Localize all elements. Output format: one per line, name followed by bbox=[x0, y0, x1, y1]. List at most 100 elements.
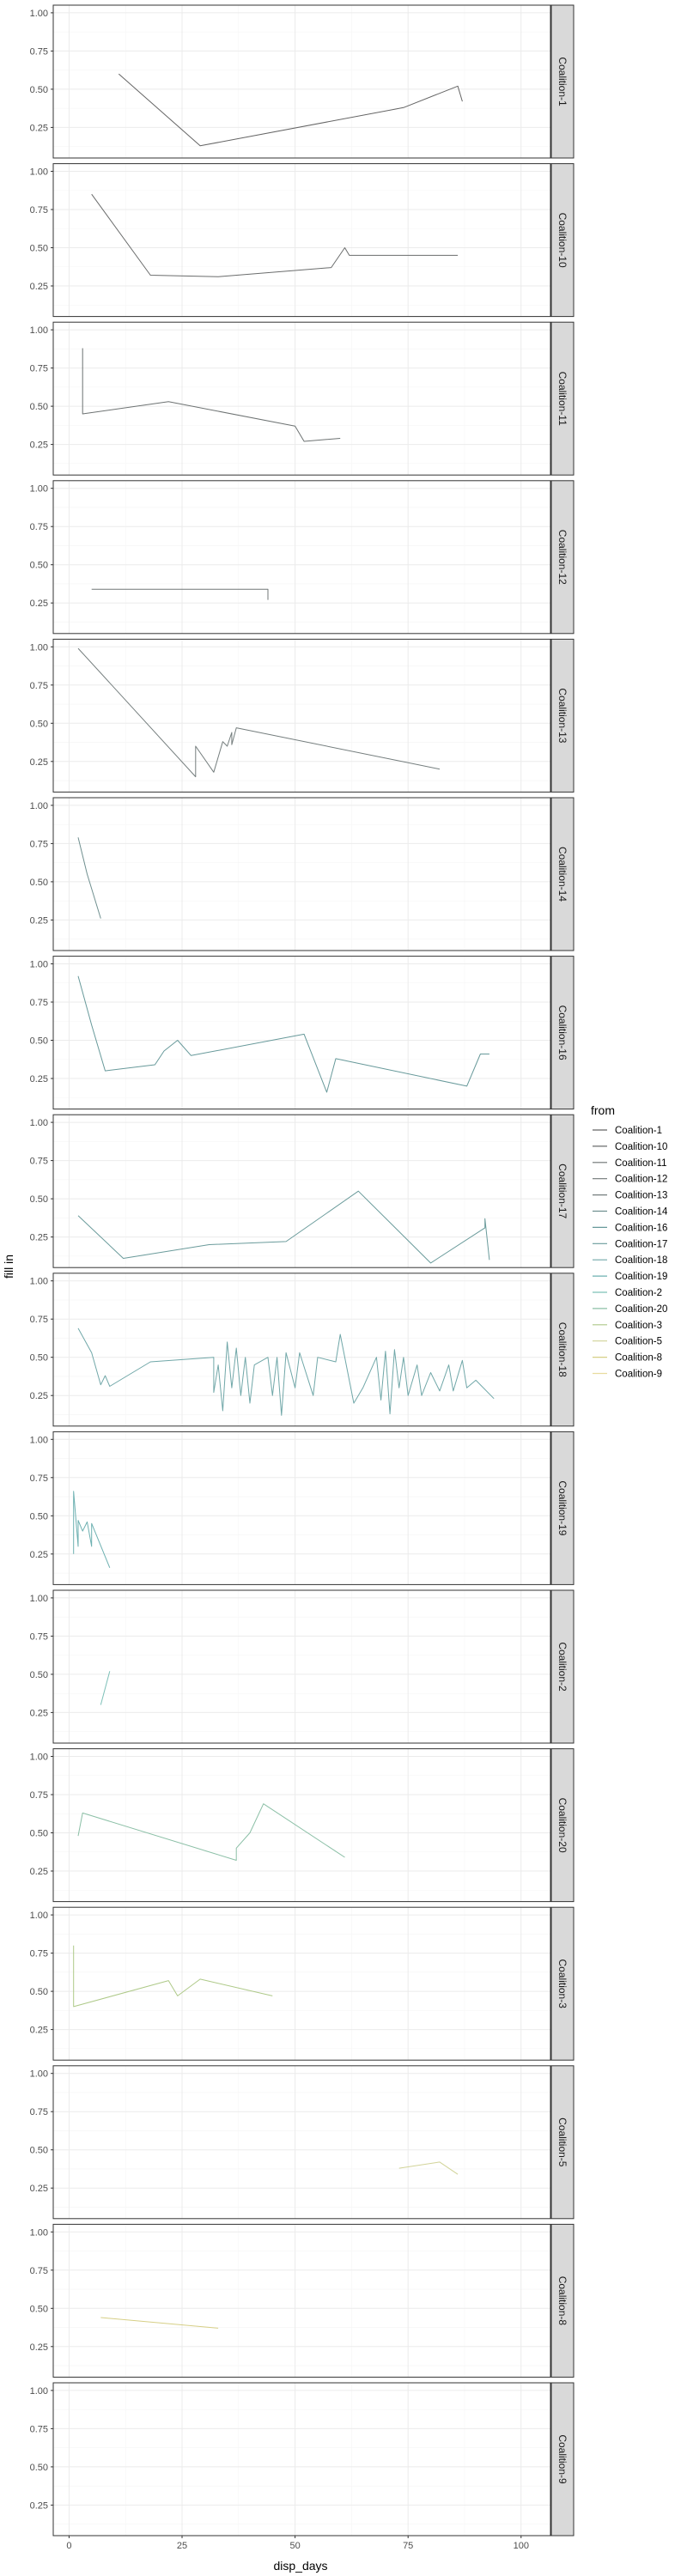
y-tick-label: 0.25 bbox=[30, 282, 48, 292]
legend-label: Coalition-3 bbox=[615, 1321, 662, 1331]
y-tick-label: 0.75 bbox=[30, 681, 48, 691]
legend-title: from bbox=[591, 1103, 615, 1117]
y-tick-label: 0.50 bbox=[30, 1829, 48, 1839]
legend-item-coalition-17: Coalition-17 bbox=[593, 1239, 667, 1249]
legend-label: Coalition-19 bbox=[615, 1272, 667, 1282]
legend-item-coalition-3: Coalition-3 bbox=[593, 1321, 662, 1331]
facet-strip-label: Coalition-11 bbox=[556, 372, 568, 426]
y-tick-label: 0.25 bbox=[30, 1550, 48, 1560]
facet-strip-label: Coalition-16 bbox=[556, 1005, 568, 1060]
panel-border bbox=[52, 2382, 551, 2537]
series-line-coalition-16 bbox=[77, 975, 489, 1093]
facet-strip-label: Coalition-20 bbox=[556, 1798, 568, 1853]
panel-border bbox=[52, 1906, 551, 2061]
y-tick-label: 1.00 bbox=[30, 1911, 48, 1921]
y-tick-label: 1.00 bbox=[30, 9, 48, 19]
x-axis-title: disp_days bbox=[273, 2559, 327, 2573]
x-axis: 0 25 50 75 100 bbox=[66, 2536, 529, 2551]
legend-item-coalition-13: Coalition-13 bbox=[593, 1191, 667, 1201]
legend-label: Coalition-14 bbox=[615, 1207, 668, 1218]
legend: from Coalition-1 Coalition-10 Coalition-11… bbox=[591, 1103, 668, 1380]
y-tick-label: 1.00 bbox=[30, 960, 48, 970]
panel-border bbox=[52, 638, 551, 793]
facet-strip-label: Coalition-10 bbox=[556, 213, 568, 268]
series-line-coalition-1 bbox=[118, 73, 463, 147]
facet-panel-coalition-9: 0.25 0.50 0.75 1.00 Coalition-9 bbox=[30, 2382, 575, 2537]
y-tick-label: 0.25 bbox=[30, 2184, 48, 2194]
series-line-coalition-14 bbox=[77, 837, 101, 919]
series-line-coalition-3 bbox=[73, 1945, 273, 2008]
y-tick-label: 1.00 bbox=[30, 1277, 48, 1287]
legend-label: Coalition-17 bbox=[615, 1239, 667, 1249]
facet-strip bbox=[550, 1431, 575, 1585]
panel-border bbox=[52, 1431, 551, 1585]
y-tick-label: 0.50 bbox=[30, 1511, 48, 1522]
series-line-coalition-19 bbox=[73, 1491, 111, 1568]
panel-background bbox=[53, 639, 550, 793]
facet-strip bbox=[550, 2223, 575, 2378]
series-line-coalition-2 bbox=[100, 1671, 111, 1705]
panel-background bbox=[53, 1115, 550, 1268]
facet-panel-coalition-3: 0.25 0.50 0.75 1.00 Coalition-3 bbox=[30, 1906, 575, 2061]
legend-label: Coalition-8 bbox=[615, 1353, 662, 1364]
facet-panel-coalition-18: 0.25 0.50 0.75 1.00 Coalition-18 bbox=[30, 1273, 575, 1427]
facet-strip bbox=[550, 638, 575, 793]
facet-strip-label: Coalition-17 bbox=[556, 1163, 568, 1218]
y-tick-label: 0.50 bbox=[30, 1036, 48, 1047]
y-tick-label: 0.75 bbox=[30, 1631, 48, 1642]
y-tick-label: 0.50 bbox=[30, 2304, 48, 2314]
facet-strip-label: Coalition-9 bbox=[556, 2434, 568, 2484]
facet-strip bbox=[550, 1906, 575, 2061]
panel-background bbox=[53, 1273, 550, 1426]
facet-panel-coalition-16: 0.25 0.50 0.75 1.00 Coalition-16 bbox=[30, 956, 575, 1110]
series-line-coalition-11 bbox=[82, 348, 341, 442]
panel-background bbox=[53, 2224, 550, 2378]
y-tick-label: 1.00 bbox=[30, 2069, 48, 2080]
facet-strip bbox=[550, 480, 575, 635]
panel-background bbox=[53, 5, 550, 158]
legend-label: Coalition-10 bbox=[615, 1142, 667, 1152]
facet-strip-label: Coalition-3 bbox=[556, 1959, 568, 2009]
facet-panel-coalition-13: 0.25 0.50 0.75 1.00 Coalition-13 bbox=[30, 638, 575, 793]
facet-panel-coalition-11: 0.25 0.50 0.75 1.00 Coalition-11 bbox=[30, 321, 575, 476]
legend-label: Coalition-13 bbox=[615, 1191, 667, 1201]
panel-background bbox=[53, 1748, 550, 1902]
facet-strip bbox=[550, 956, 575, 1110]
y-tick-label: 0.50 bbox=[30, 1987, 48, 1997]
y-tick-label: 0.25 bbox=[30, 757, 48, 768]
facet-strip-label: Coalition-13 bbox=[556, 688, 568, 743]
y-tick-label: 0.75 bbox=[30, 839, 48, 849]
legend-item-coalition-1: Coalition-1 bbox=[593, 1126, 662, 1136]
series-line-coalition-12 bbox=[91, 588, 269, 600]
legend-item-coalition-18: Coalition-18 bbox=[593, 1255, 667, 1266]
legend-label: Coalition-11 bbox=[615, 1158, 667, 1169]
y-tick-label: 0.25 bbox=[30, 2342, 48, 2353]
panel-background bbox=[53, 322, 550, 476]
facet-strip-label: Coalition-1 bbox=[556, 57, 568, 106]
y-tick-label: 1.00 bbox=[30, 1435, 48, 1445]
series-line-coalition-8 bbox=[100, 2317, 219, 2329]
legend-item-coalition-12: Coalition-12 bbox=[593, 1175, 667, 1185]
y-tick-label: 0.25 bbox=[30, 915, 48, 926]
series-line-coalition-13 bbox=[77, 647, 441, 778]
y-tick-label: 0.75 bbox=[30, 2266, 48, 2276]
x-tick-label: 0 bbox=[66, 2541, 71, 2551]
panel-background bbox=[53, 2065, 550, 2219]
y-tick-label: 1.00 bbox=[30, 484, 48, 495]
legend-label: Coalition-20 bbox=[615, 1304, 667, 1315]
y-tick-label: 0.75 bbox=[30, 46, 48, 57]
y-tick-label: 0.25 bbox=[30, 1233, 48, 1243]
y-tick-label: 1.00 bbox=[30, 2386, 48, 2397]
facet-strip-label: Coalition-5 bbox=[556, 2117, 568, 2167]
legend-item-coalition-14: Coalition-14 bbox=[593, 1207, 668, 1218]
facet-panel-coalition-5: 0.25 0.50 0.75 1.00 Coalition-5 bbox=[30, 2065, 575, 2220]
y-tick-label: 1.00 bbox=[30, 1118, 48, 1128]
facet-strip bbox=[550, 1273, 575, 1427]
facet-panel-coalition-20: 0.25 0.50 0.75 1.00 Coalition-20 bbox=[30, 1748, 575, 1903]
y-tick-label: 0.75 bbox=[30, 522, 48, 532]
y-tick-label: 0.50 bbox=[30, 878, 48, 888]
y-tick-label: 0.75 bbox=[30, 364, 48, 374]
y-tick-label: 0.25 bbox=[30, 2500, 48, 2511]
facet-strip bbox=[550, 1748, 575, 1903]
facet-strip-label: Coalition-12 bbox=[556, 530, 568, 585]
